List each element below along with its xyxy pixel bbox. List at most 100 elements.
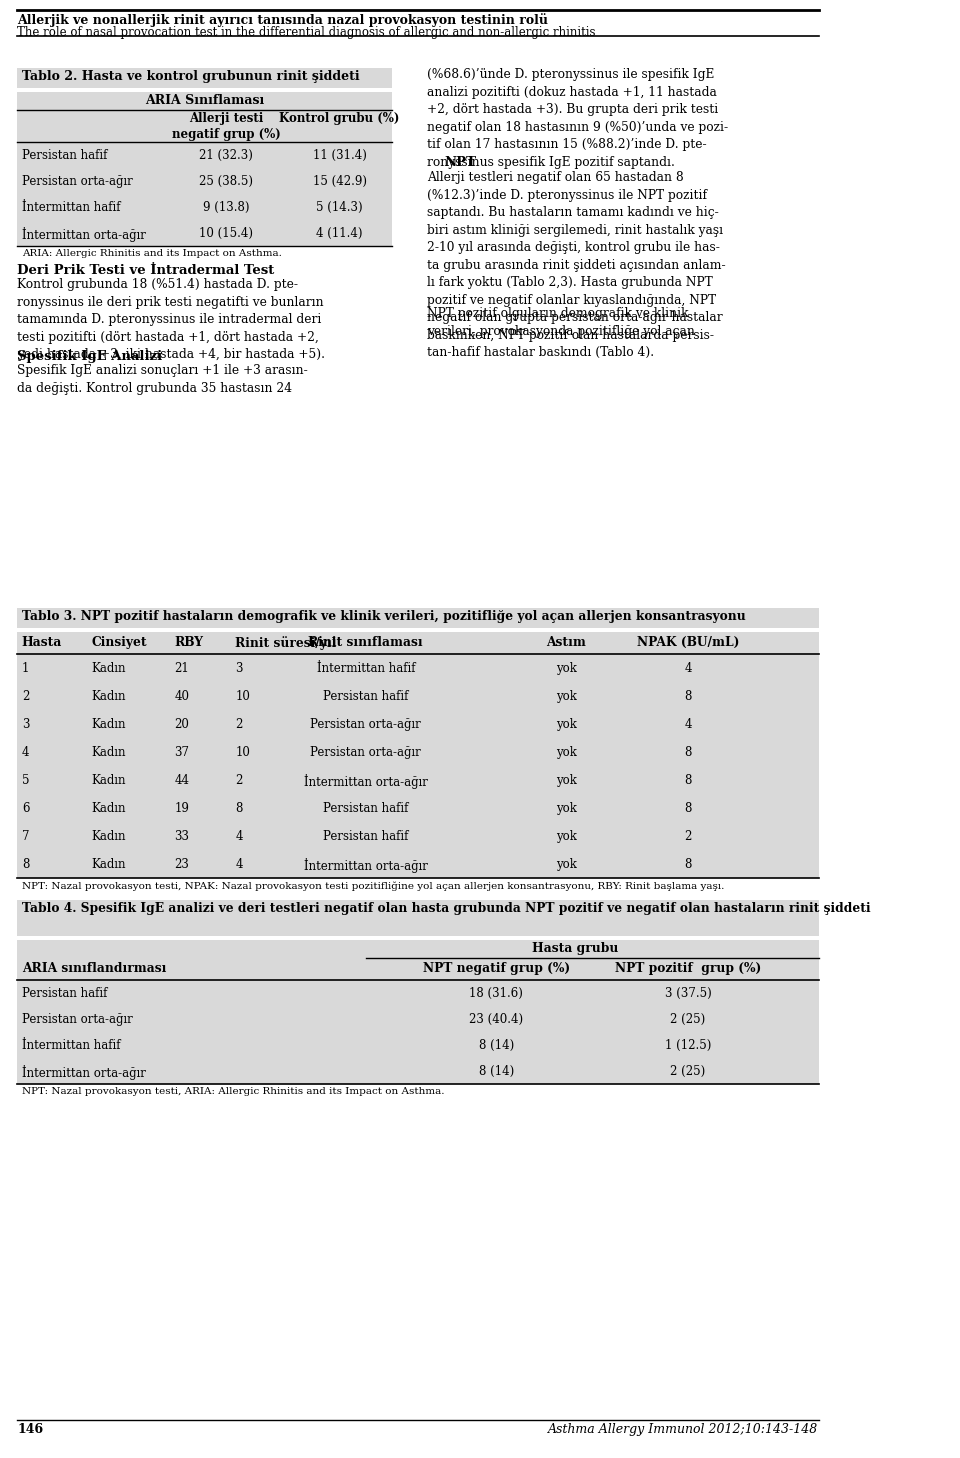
Text: 11 (31.4): 11 (31.4): [313, 149, 367, 162]
Text: Kadın: Kadın: [91, 774, 126, 787]
Text: 7: 7: [22, 830, 29, 843]
Text: İntermittan orta-ağır: İntermittan orta-ağır: [303, 857, 428, 873]
Text: Kadın: Kadın: [91, 746, 126, 760]
Text: NPT: Nazal provokasyon testi, NPAK: Nazal provokasyon testi pozitifliğine yol aç: NPT: Nazal provokasyon testi, NPAK: Naza…: [22, 881, 724, 891]
Text: Astım: Astım: [546, 636, 586, 649]
Text: yok: yok: [556, 662, 576, 675]
Text: 1: 1: [22, 662, 29, 675]
FancyBboxPatch shape: [17, 710, 819, 738]
Text: Cinsiyet: Cinsiyet: [91, 636, 147, 649]
Text: 3 (37.5): 3 (37.5): [664, 987, 711, 1000]
Text: Rinit sınıflaması: Rinit sınıflaması: [308, 636, 423, 649]
FancyBboxPatch shape: [17, 87, 392, 92]
Text: Kadın: Kadın: [91, 690, 126, 703]
Text: Persistan orta-ağır: Persistan orta-ağır: [22, 175, 132, 188]
Text: 8: 8: [235, 802, 243, 815]
FancyBboxPatch shape: [17, 92, 392, 109]
Text: 6: 6: [22, 802, 29, 815]
FancyBboxPatch shape: [17, 1006, 819, 1032]
FancyBboxPatch shape: [17, 936, 819, 940]
Text: Allerji testi
negatif grup (%): Allerji testi negatif grup (%): [172, 112, 280, 141]
Text: Spesifik IgE Analizi: Spesifik IgE Analizi: [17, 350, 162, 363]
Text: 4: 4: [22, 746, 29, 760]
Text: 2: 2: [684, 830, 691, 843]
Text: Kontrol grubu (%): Kontrol grubu (%): [279, 112, 399, 125]
Text: 15 (42.9): 15 (42.9): [313, 175, 367, 188]
FancyBboxPatch shape: [17, 900, 819, 936]
Text: 4: 4: [684, 717, 692, 730]
Text: 8 (14): 8 (14): [479, 1040, 514, 1053]
Text: Asthma Allergy Immunol 2012;10:143-148: Asthma Allergy Immunol 2012;10:143-148: [548, 1423, 819, 1436]
Text: Persistan orta-ağır: Persistan orta-ağır: [22, 1013, 132, 1026]
Text: Allerji testleri negatif olan 65 hastadan 8
(%12.3)’inde D. pteronyssinus ile NP: Allerji testleri negatif olan 65 hastada…: [426, 171, 726, 359]
FancyBboxPatch shape: [17, 194, 392, 220]
Text: 9 (13.8): 9 (13.8): [204, 201, 250, 214]
Text: NPAK (BU/mL): NPAK (BU/mL): [636, 636, 739, 649]
Text: 8: 8: [684, 746, 691, 760]
FancyBboxPatch shape: [17, 682, 819, 710]
Text: Persistan hafif: Persistan hafif: [324, 690, 408, 703]
FancyBboxPatch shape: [17, 958, 819, 980]
Text: 8: 8: [684, 802, 691, 815]
Text: 4: 4: [684, 662, 692, 675]
FancyBboxPatch shape: [17, 631, 819, 655]
Text: İntermittan hafif: İntermittan hafif: [22, 201, 120, 214]
Text: 3: 3: [22, 717, 29, 730]
Text: 5: 5: [22, 774, 29, 787]
FancyBboxPatch shape: [17, 850, 819, 878]
Text: 3: 3: [235, 662, 243, 675]
Text: 146: 146: [17, 1423, 43, 1436]
Text: Persistan orta-ağır: Persistan orta-ağır: [310, 717, 421, 730]
Text: Spesifik IgE analizi sonuçları +1 ile +3 arasın-
da değişti. Kontrol grubunda 35: Spesifik IgE analizi sonuçları +1 ile +3…: [17, 364, 308, 395]
Text: Persistan hafif: Persistan hafif: [324, 802, 408, 815]
Text: 23 (40.4): 23 (40.4): [469, 1013, 523, 1026]
FancyBboxPatch shape: [17, 1059, 819, 1083]
Text: 2 (25): 2 (25): [670, 1013, 706, 1026]
Text: İntermittan orta-ağır: İntermittan orta-ağır: [22, 227, 146, 242]
Text: 8: 8: [684, 690, 691, 703]
FancyBboxPatch shape: [17, 822, 819, 850]
Text: 10: 10: [235, 690, 250, 703]
Text: İntermittan orta-ağır: İntermittan orta-ağır: [22, 1064, 146, 1080]
Text: The role of nasal provocation test in the differential diagnosis of allergic and: The role of nasal provocation test in th…: [17, 26, 596, 39]
Text: Kadın: Kadın: [91, 802, 126, 815]
Text: Persistan hafif: Persistan hafif: [324, 830, 408, 843]
FancyBboxPatch shape: [17, 738, 819, 765]
Text: ARIA Sınıflaması: ARIA Sınıflaması: [145, 93, 264, 106]
Text: yok: yok: [556, 690, 576, 703]
Text: RBY: RBY: [174, 636, 204, 649]
Text: ARIA sınıflandırması: ARIA sınıflandırması: [22, 962, 166, 975]
Text: NPT pozitif olguların demografik ve klinik
verileri, provokasyonda pozitifliğe y: NPT pozitif olguların demografik ve klin…: [426, 308, 695, 337]
Text: Kontrol grubunda 18 (%51.4) hastada D. pte-
ronyssinus ile deri prik testi negat: Kontrol grubunda 18 (%51.4) hastada D. p…: [17, 278, 325, 362]
Text: Kadın: Kadın: [91, 717, 126, 730]
FancyBboxPatch shape: [17, 220, 392, 246]
Text: İntermittan hafif: İntermittan hafif: [317, 662, 415, 675]
Text: 5 (14.3): 5 (14.3): [316, 201, 363, 214]
FancyBboxPatch shape: [17, 1032, 819, 1059]
FancyBboxPatch shape: [17, 765, 819, 795]
Text: 10: 10: [235, 746, 250, 760]
Text: Tablo 4. Spesifik IgE analizi ve deri testleri negatif olan hasta grubunda NPT p: Tablo 4. Spesifik IgE analizi ve deri te…: [22, 903, 871, 916]
Text: 2: 2: [22, 690, 29, 703]
Text: yok: yok: [556, 746, 576, 760]
Text: 23: 23: [174, 857, 189, 870]
Text: Persistan hafif: Persistan hafif: [22, 149, 108, 162]
FancyBboxPatch shape: [17, 608, 819, 628]
Text: Rinit süresi/yıl: Rinit süresi/yıl: [235, 636, 337, 650]
Text: yok: yok: [556, 802, 576, 815]
Text: yok: yok: [556, 717, 576, 730]
Text: Persistan hafif: Persistan hafif: [22, 987, 108, 1000]
FancyBboxPatch shape: [17, 655, 819, 682]
Text: Hasta: Hasta: [22, 636, 62, 649]
Text: Allerjik ve nonallerjik rinit ayırıcı tanısında nazal provokasyon testinin rolü: Allerjik ve nonallerjik rinit ayırıcı ta…: [17, 13, 548, 26]
Text: Kadın: Kadın: [91, 857, 126, 870]
Text: 4: 4: [235, 857, 243, 870]
Text: 20: 20: [174, 717, 189, 730]
Text: 33: 33: [174, 830, 189, 843]
Text: Hasta grubu: Hasta grubu: [532, 942, 618, 955]
Text: ARIA: Allergic Rhinitis and its Impact on Asthma.: ARIA: Allergic Rhinitis and its Impact o…: [22, 249, 281, 258]
Text: NPT negatif grup (%): NPT negatif grup (%): [422, 962, 570, 975]
Text: 19: 19: [174, 802, 189, 815]
FancyBboxPatch shape: [17, 940, 819, 958]
Text: 8 (14): 8 (14): [479, 1064, 514, 1077]
